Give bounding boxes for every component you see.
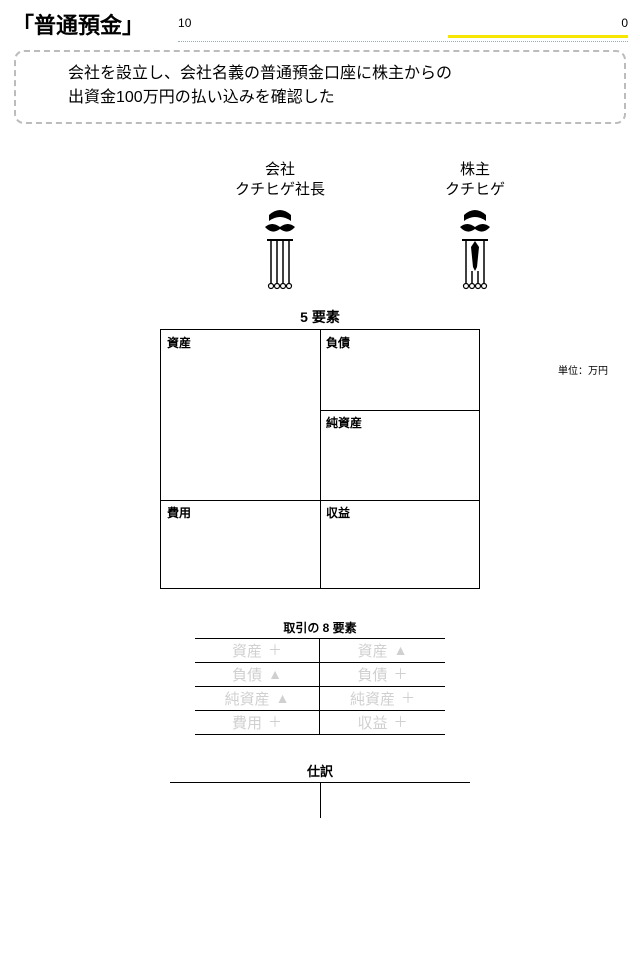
eight-cell-right: 収益＋ (320, 711, 445, 734)
actor-shareholder-label2: クチヒゲ (445, 180, 505, 200)
page-header: 「普通預金」 10 0 (0, 0, 640, 40)
five-vline (320, 330, 321, 588)
scale-right-num: 0 (621, 16, 628, 30)
unit-label: 単位：万円 (558, 362, 608, 377)
page-title: 「普通預金」 (12, 8, 144, 40)
five-elements-title: 5 要素 (160, 307, 480, 327)
shiwake-section: 仕訳 (170, 761, 470, 818)
scale-dotted-line (178, 41, 628, 42)
five-elements-grid: 資産 負債 純資産 費用 収益 (160, 329, 480, 589)
actor-company-label2: クチヒゲ社長 (235, 180, 325, 200)
label-revenue: 収益 (320, 500, 356, 525)
mustache-tie-figure-icon (452, 207, 498, 293)
eight-cell-left: 負債▲ (195, 663, 320, 686)
eight-elements-title: 取引の 8 要素 (195, 619, 445, 636)
shiwake-vline (320, 783, 321, 818)
scenario-line1: 会社を設立し、会社名義の普通預金口座に株主からの (68, 62, 608, 86)
shiwake-title: 仕訳 (170, 761, 470, 780)
eight-elements-body: 資産＋資産▲負債▲負債＋純資産▲純資産＋費用＋収益＋ (195, 638, 445, 735)
label-net-assets: 純資産 (320, 410, 368, 435)
label-expenses: 費用 (161, 500, 197, 525)
header-scale: 10 0 (164, 20, 628, 40)
scenario-box: 会社を設立し、会社名義の普通預金口座に株主からの 出資金100万円の払い込みを確… (14, 50, 626, 124)
five-elements-diagram: 5 要素 資産 負債 純資産 費用 収益 (160, 307, 480, 589)
eight-cell-right: 負債＋ (320, 663, 445, 686)
eight-row: 負債▲負債＋ (195, 663, 445, 687)
eight-row: 資産＋資産▲ (195, 639, 445, 663)
scale-highlight (448, 35, 628, 38)
eight-cell-right: 純資産＋ (320, 687, 445, 710)
eight-elements-table: 取引の 8 要素 資産＋資産▲負債▲負債＋純資産▲純資産＋費用＋収益＋ (195, 619, 445, 735)
actor-shareholder-label1: 株主 (445, 160, 505, 180)
eight-cell-left: 純資産▲ (195, 687, 320, 710)
scale-left-num: 10 (178, 16, 191, 30)
label-assets: 資産 (161, 330, 197, 355)
eight-row: 費用＋収益＋ (195, 711, 445, 735)
scenario-line2: 出資金100万円の払い込みを確認した (68, 86, 608, 110)
eight-cell-left: 費用＋ (195, 711, 320, 734)
actor-company: 会社 クチヒゲ社長 (235, 160, 325, 293)
eight-cell-left: 資産＋ (195, 639, 320, 662)
label-liabilities: 負債 (320, 330, 356, 355)
shiwake-grid (170, 782, 470, 818)
actor-company-label1: 会社 (235, 160, 325, 180)
eight-row: 純資産▲純資産＋ (195, 687, 445, 711)
eight-cell-right: 資産▲ (320, 639, 445, 662)
actors-row: 会社 クチヒゲ社長 株主 クチヒゲ (0, 160, 640, 293)
actor-shareholder: 株主 クチヒゲ (445, 160, 505, 293)
mustache-figure-icon (257, 207, 303, 293)
